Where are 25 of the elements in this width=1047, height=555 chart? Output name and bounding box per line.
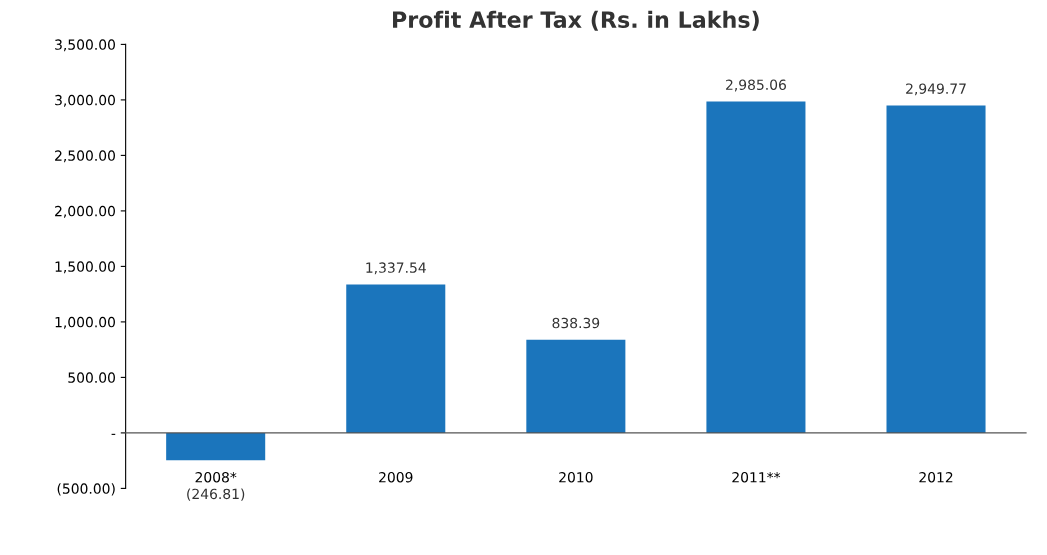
y-tick-label: 2,500.00 bbox=[55, 150, 115, 163]
data-label: 1,337.54 bbox=[366, 262, 426, 275]
data-label: 838.39 bbox=[552, 317, 600, 329]
data-label: 2,985.06 bbox=[726, 79, 786, 92]
bar bbox=[526, 339, 626, 433]
x-tick-label: 2012 bbox=[919, 471, 953, 483]
x-tick-label: 2009 bbox=[379, 471, 413, 483]
y-tick-label: (500.00) bbox=[57, 483, 115, 496]
bar bbox=[706, 101, 806, 433]
data-label: 2,949.77 bbox=[906, 83, 966, 96]
y-tick-label: 500.00 bbox=[68, 372, 115, 383]
bar bbox=[886, 105, 986, 433]
y-tick-label: 1,500.00 bbox=[55, 261, 115, 274]
y-tick-label: 2,000.00 bbox=[55, 205, 115, 218]
y-tick-label: - bbox=[111, 433, 116, 435]
y-tick-label: 1,000.00 bbox=[55, 316, 115, 329]
y-tick-label: 3,000.00 bbox=[55, 94, 115, 107]
y-tick-label: 3,500.00 bbox=[55, 39, 115, 52]
bar bbox=[166, 432, 266, 461]
x-tick-label: 2008* bbox=[195, 471, 237, 483]
x-tick-label: 2010 bbox=[559, 471, 593, 483]
chart-title: Profit After Tax (Rs. in Lakhs) bbox=[393, 10, 759, 31]
bar bbox=[346, 284, 446, 433]
x-tick-label: 2011** bbox=[732, 471, 781, 483]
data-label: (246.81) bbox=[187, 488, 245, 501]
